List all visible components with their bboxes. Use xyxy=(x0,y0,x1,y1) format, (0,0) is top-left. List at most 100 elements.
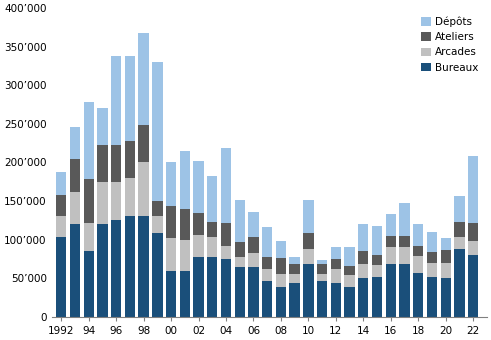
Bar xyxy=(440,263,451,278)
Bar xyxy=(262,269,273,280)
Bar xyxy=(180,271,190,317)
Bar xyxy=(111,182,121,220)
Bar xyxy=(166,238,176,271)
Bar xyxy=(248,253,259,267)
Bar xyxy=(427,277,437,317)
Bar xyxy=(97,108,108,145)
Bar xyxy=(276,288,286,317)
Bar xyxy=(468,155,478,223)
Bar xyxy=(180,209,190,240)
Bar xyxy=(138,33,149,125)
Bar xyxy=(235,200,245,242)
Bar xyxy=(385,264,396,317)
Bar xyxy=(235,267,245,317)
Bar xyxy=(330,283,341,317)
Bar xyxy=(344,275,355,287)
Bar xyxy=(317,264,327,274)
Bar xyxy=(70,159,80,192)
Bar xyxy=(330,248,341,259)
Bar xyxy=(385,214,396,236)
Bar xyxy=(152,201,163,217)
Bar xyxy=(262,257,273,269)
Bar xyxy=(385,248,396,264)
Bar xyxy=(290,283,300,317)
Bar xyxy=(207,237,218,257)
Bar xyxy=(235,242,245,257)
Bar xyxy=(70,224,80,317)
Bar xyxy=(125,217,135,317)
Bar xyxy=(83,251,94,317)
Bar xyxy=(344,248,355,266)
Bar xyxy=(454,249,464,317)
Bar xyxy=(344,266,355,275)
Bar xyxy=(56,217,66,237)
Bar xyxy=(152,234,163,317)
Bar xyxy=(166,206,176,238)
Bar xyxy=(221,223,231,246)
Bar xyxy=(138,163,149,217)
Bar xyxy=(454,197,464,222)
Bar xyxy=(262,226,273,257)
Bar xyxy=(454,237,464,249)
Bar xyxy=(262,280,273,317)
Bar xyxy=(468,241,478,255)
Bar xyxy=(248,237,259,253)
Bar xyxy=(303,200,314,234)
Bar xyxy=(399,236,409,248)
Bar xyxy=(317,260,327,264)
Bar xyxy=(303,264,314,317)
Bar xyxy=(427,263,437,277)
Bar xyxy=(276,241,286,258)
Bar xyxy=(330,259,341,269)
Bar xyxy=(111,145,121,182)
Bar xyxy=(125,141,135,178)
Bar xyxy=(399,264,409,317)
Bar xyxy=(97,182,108,224)
Bar xyxy=(138,125,149,163)
Bar xyxy=(372,277,382,317)
Bar xyxy=(290,257,300,264)
Bar xyxy=(152,217,163,234)
Bar xyxy=(180,151,190,209)
Bar xyxy=(83,223,94,251)
Bar xyxy=(56,195,66,217)
Bar xyxy=(235,257,245,267)
Bar xyxy=(125,178,135,217)
Bar xyxy=(70,127,80,159)
Bar xyxy=(221,259,231,317)
Bar xyxy=(56,237,66,317)
Bar xyxy=(372,226,382,255)
Bar xyxy=(413,256,423,273)
Bar xyxy=(468,223,478,241)
Bar xyxy=(440,278,451,317)
Bar xyxy=(290,274,300,283)
Bar xyxy=(138,217,149,317)
Bar xyxy=(358,278,368,317)
Bar xyxy=(166,163,176,206)
Bar xyxy=(97,224,108,317)
Bar xyxy=(125,56,135,141)
Bar xyxy=(180,240,190,271)
Bar xyxy=(468,255,478,317)
Bar xyxy=(276,274,286,288)
Bar xyxy=(440,250,451,263)
Bar xyxy=(385,236,396,248)
Bar xyxy=(303,234,314,249)
Bar xyxy=(248,212,259,237)
Bar xyxy=(83,102,94,179)
Bar xyxy=(358,264,368,278)
Bar xyxy=(413,224,423,246)
Bar xyxy=(248,267,259,317)
Bar xyxy=(166,271,176,317)
Bar xyxy=(221,148,231,223)
Bar xyxy=(70,192,80,224)
Bar xyxy=(358,251,368,264)
Bar xyxy=(276,258,286,274)
Bar xyxy=(193,235,204,257)
Bar xyxy=(317,274,327,281)
Bar xyxy=(111,220,121,317)
Bar xyxy=(330,269,341,283)
Bar xyxy=(83,179,94,223)
Bar xyxy=(344,287,355,317)
Bar xyxy=(207,175,218,222)
